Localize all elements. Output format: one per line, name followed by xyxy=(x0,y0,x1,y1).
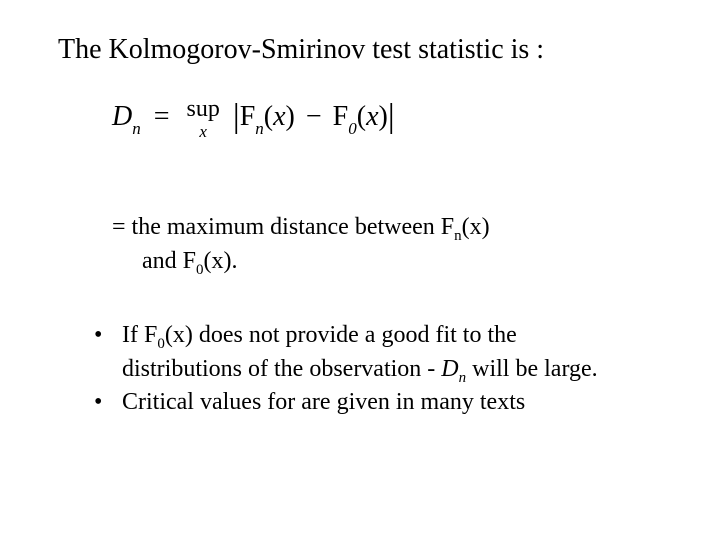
bullet-dot-icon: • xyxy=(94,320,122,387)
eq-line2-a: and F xyxy=(142,248,196,274)
slide-title: The Kolmogorov-Smirinov test statistic i… xyxy=(58,34,544,66)
eq-line1-a: = the maximum distance between F xyxy=(112,214,454,240)
b1-b: (x) does not provide a good fit to the xyxy=(165,322,517,348)
formula-arg-1: x xyxy=(273,101,285,132)
b1-sub: 0 xyxy=(157,336,165,352)
b1-l2-D: D xyxy=(441,356,458,382)
formula-equals: = xyxy=(154,101,170,132)
b1-a: If F xyxy=(122,322,157,348)
bullet-list: • If F0(x) does not provide a good fit t… xyxy=(94,320,598,417)
formula-lhs-sub: n xyxy=(132,119,141,138)
formula-sup-var: x xyxy=(187,123,220,140)
formula-minus: − xyxy=(306,101,322,132)
formula-sup: sup x xyxy=(187,97,220,140)
abs-open: | xyxy=(233,98,240,135)
formula-f1-sub: n xyxy=(255,119,264,138)
equals-line-1: = the maximum distance between Fn(x) xyxy=(112,212,490,246)
eq-line2-b: (x). xyxy=(204,248,238,274)
formula: Dn = sup x |Fn(x) − F0(x)| xyxy=(112,96,395,140)
formula-arg-2: x xyxy=(366,101,378,132)
equals-description: = the maximum distance between Fn(x) and… xyxy=(112,212,490,279)
formula-sup-op: sup xyxy=(187,97,220,121)
b1-l2-b: will be large. xyxy=(466,356,598,382)
bullet-1-text: If F0(x) does not provide a good fit to … xyxy=(122,320,598,387)
eq-line2-sub: 0 xyxy=(196,261,204,277)
paren-close-1: ) xyxy=(286,101,295,132)
formula-f1: F xyxy=(240,101,256,132)
paren-open-1: ( xyxy=(264,101,273,132)
bullet-2: • Critical values for are given in many … xyxy=(94,387,598,417)
formula-f2-sub: 0 xyxy=(348,119,357,138)
paren-open-2: ( xyxy=(357,101,366,132)
formula-f2: F xyxy=(333,101,349,132)
formula-lhs-var: D xyxy=(112,101,132,132)
paren-close-2: ) xyxy=(379,101,388,132)
bullet-2-text: Critical values for are given in many te… xyxy=(122,387,525,417)
bullet-dot-icon: • xyxy=(94,387,122,417)
eq-line1-sub: n xyxy=(454,228,462,244)
eq-line1-b: (x) xyxy=(462,214,490,240)
abs-close: | xyxy=(388,98,395,135)
bullet-1: • If F0(x) does not provide a good fit t… xyxy=(94,320,598,387)
equals-line-2: and F0(x). xyxy=(112,246,490,280)
b1-l2-a: distributions of the observation - xyxy=(122,356,441,382)
slide: The Kolmogorov-Smirinov test statistic i… xyxy=(0,0,720,540)
